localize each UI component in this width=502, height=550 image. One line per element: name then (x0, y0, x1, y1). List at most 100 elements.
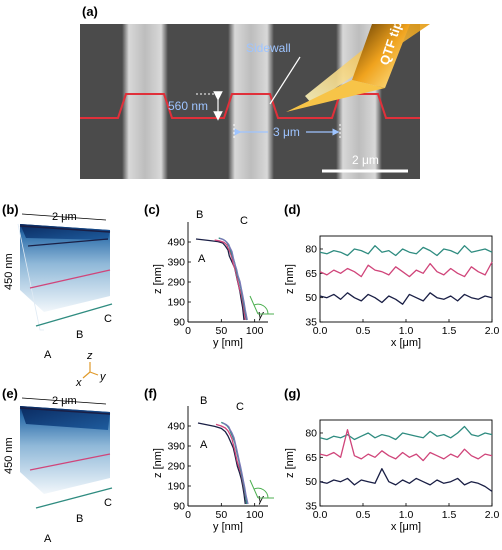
y-tick-label: 190 (167, 297, 185, 309)
x-tick-label: 1.5 (442, 509, 457, 521)
profile-label-b: B (196, 209, 203, 221)
profile-trace (35, 303, 113, 327)
y-tick-label: 35 (305, 501, 317, 513)
panel-c-label: (c) (144, 202, 160, 217)
plot-frame (319, 235, 493, 323)
chart-c: 0 50 100 90 190 290 390 490 y [nm] z [nm] (152, 222, 274, 349)
height-label: 560 nm (168, 99, 208, 113)
x-axis-label: y [nm] (213, 337, 243, 349)
profile-trace (35, 487, 113, 509)
profile-label-c: C (236, 401, 244, 413)
corner-a: A (44, 533, 52, 545)
axes-glyph: z y x (75, 350, 107, 389)
width-dimension (21, 213, 107, 221)
axis-z-label: z (86, 350, 93, 362)
y-tick-label: 190 (167, 481, 185, 493)
x-tick-label: 100 (246, 325, 264, 337)
profile-label-a: A (200, 439, 208, 451)
height-label-e: 450 nm (3, 437, 15, 474)
series-line-1 (319, 429, 493, 462)
width-dimension (21, 397, 107, 405)
y-axis-label: z [nm] (152, 448, 164, 478)
y-tick-label: 390 (167, 257, 185, 269)
x-tick-label: 1.5 (442, 325, 457, 337)
x-tick-label: 2.0 (485, 509, 500, 521)
y-tick-label: 50 (305, 476, 317, 488)
x-tick-label: 0.0 (313, 509, 328, 521)
y-axis-label: z [nm] (152, 264, 164, 294)
x-tick-label: 0.5 (356, 325, 371, 337)
y-tick-label: 490 (167, 237, 185, 249)
angle-label: γ (258, 309, 265, 321)
y-tick-label: 65 (305, 452, 317, 464)
series-line-1 (319, 261, 493, 278)
series-line-1 (214, 239, 246, 321)
axis-x-label: x (75, 377, 82, 389)
height-label-b: 450 nm (3, 253, 15, 290)
axis-y-label: y (99, 371, 107, 383)
panel-a: QTF tip Sidewall 560 nm 3 μm 2 μm (a) (80, 4, 430, 179)
panel-g-label: (g) (284, 386, 301, 401)
series-line-1 (215, 423, 248, 505)
scale-bar-label: 2 μm (352, 153, 379, 167)
profile-trace (29, 453, 111, 471)
y-tick-label: 80 (305, 427, 317, 439)
sidewall-label: Sidewall (246, 41, 291, 55)
y-tick-label: 35 (305, 317, 317, 329)
panel-d-label: (d) (284, 202, 301, 217)
corner-a: A (44, 349, 52, 361)
panel-b: (b) 2 μm 450 nm A B C (2, 202, 113, 361)
x-tick-label: 50 (215, 509, 227, 521)
chart-g: 0.0 0.5 1.0 1.5 2.0 35 50 65 80 x [μm] z [nm] (284, 419, 500, 533)
chart-f: 0 50 100 90 190 290 390 490 y [nm] z [nm] (152, 406, 274, 533)
sem-ridge (122, 24, 168, 179)
profile-trace (19, 407, 111, 415)
x-tick-label: 2.0 (485, 325, 500, 337)
corner-c: C (104, 313, 112, 325)
chart-d: 0.0 0.5 1.0 1.5 2.0 35 50 65 80 x [μm] z [nm] (284, 235, 500, 349)
series-line-2 (221, 421, 248, 505)
qtf-tip-needle (286, 80, 385, 112)
y-tick-label: 80 (305, 243, 317, 255)
profile-label-b: B (200, 395, 207, 407)
profile-line (80, 93, 420, 119)
pitch-label: 3 μm (273, 125, 300, 139)
profile-label-a: A (198, 253, 206, 265)
series-line-0 (197, 422, 246, 505)
panel-f-label: (f) (144, 386, 157, 401)
panel-b-label: (b) (2, 202, 19, 217)
plot-frame (319, 419, 493, 507)
x-tick-label: 100 (246, 509, 264, 521)
corner-c: C (104, 497, 112, 509)
y-axis-label: z [nm] (284, 264, 296, 294)
corner-b: B (76, 329, 83, 341)
y-tick-label: 90 (173, 317, 185, 329)
sidewall-pointer (269, 56, 301, 105)
y-tick-label: 390 (167, 441, 185, 453)
series-line-3 (222, 422, 249, 505)
width-label: 2 μm (52, 211, 77, 223)
panel-a-label: (a) (82, 4, 98, 19)
sem-ridge (228, 24, 274, 179)
x-tick-label: 1.0 (399, 509, 414, 521)
profile-trace (29, 269, 111, 289)
x-tick-label: 0.0 (313, 325, 328, 337)
x-axis-label: y [nm] (213, 521, 243, 533)
x-tick-label: 50 (215, 325, 227, 337)
profile-trace (27, 238, 109, 247)
y-tick-label: 490 (167, 421, 185, 433)
y-tick-label: 50 (305, 292, 317, 304)
x-tick-label: 0 (185, 325, 191, 337)
y-tick-label: 65 (305, 268, 317, 280)
width-label: 2 μm (52, 395, 77, 407)
series-line-3 (219, 237, 248, 321)
y-axis-label: z [nm] (284, 448, 296, 478)
x-axis-label: x [μm] (391, 521, 421, 533)
x-tick-label: 1.0 (399, 325, 414, 337)
profile-label-c: C (240, 215, 248, 227)
angle-arc (253, 487, 269, 499)
panel-e-label: (e) (2, 386, 18, 401)
series-line-2 (319, 468, 493, 492)
series-line-2 (319, 292, 493, 305)
